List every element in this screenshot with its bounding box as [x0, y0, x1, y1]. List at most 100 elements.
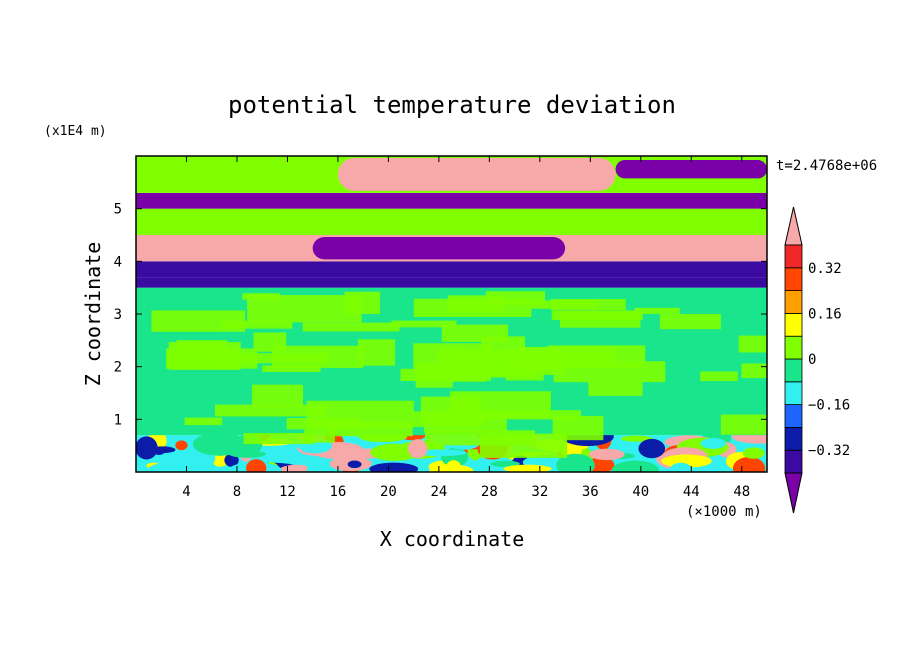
colorbar-segment: [784, 290, 803, 314]
band-0-eddy: [369, 462, 419, 472]
band-1-patch: [450, 391, 551, 418]
band-1-patch: [243, 433, 314, 445]
band-0-eddy: [229, 450, 266, 458]
colorbar-tick-label: 0.32: [808, 261, 842, 277]
band-1-patch: [242, 293, 280, 300]
band-0-eddy: [136, 436, 158, 460]
band-1-patch: [252, 384, 303, 407]
band-1-patch: [423, 369, 535, 378]
band-0-eddy: [370, 443, 420, 461]
band-1-patch: [302, 322, 400, 332]
band-1-patch: [551, 310, 643, 321]
band-0-eddy: [246, 459, 267, 472]
band-0-eddy: [347, 460, 362, 469]
x-tick-label: 40: [632, 484, 649, 500]
band-0-eddy: [556, 453, 595, 472]
band-1-patch: [253, 332, 287, 352]
x-tick-label: 24: [430, 484, 447, 500]
heatmap-plot: [136, 156, 767, 472]
band-1-patch: [529, 300, 597, 309]
x-tick-label: 12: [279, 484, 296, 500]
colorbar-segment: [784, 449, 803, 474]
band-1-patch: [738, 335, 767, 353]
y-axis-title: Z coordinate: [81, 242, 105, 387]
x-tick-label: 48: [733, 484, 750, 500]
band-0-eddy: [588, 448, 625, 461]
x-unit-label: (×1000 m): [686, 504, 762, 520]
band-1-patch: [212, 353, 329, 364]
band-1-patch: [634, 307, 680, 314]
band-0-eddy: [175, 440, 188, 451]
band-0-eddy: [669, 462, 693, 472]
band-0-eddy: [192, 432, 247, 456]
band-2: [136, 277, 767, 288]
colorbar-tick-label: −0.16: [808, 398, 850, 414]
y-tick-label: 2: [114, 360, 122, 376]
colorbar-tick-label: 0: [808, 352, 816, 368]
y-tick-label: 5: [114, 202, 122, 218]
x-tick-label: 8: [233, 484, 241, 500]
y-tick-label: 3: [114, 307, 122, 323]
band-1-patch: [720, 414, 767, 435]
band-0-eddy: [620, 435, 653, 442]
colorbar-segment: [784, 244, 803, 269]
band-1-patch: [391, 320, 457, 328]
band-0-eddy: [638, 438, 666, 459]
band-7-right: [615, 160, 767, 179]
colorbar-segment: [784, 312, 803, 337]
band-7-core: [337, 158, 616, 191]
chart-title: potential temperature deviation: [228, 91, 676, 119]
band-0-eddy: [732, 456, 766, 472]
band-0-eddy: [700, 438, 726, 449]
x-tick-label: 28: [481, 484, 498, 500]
y-unit-label: (x1E4 m): [44, 124, 107, 139]
band-0-eddy: [611, 460, 660, 472]
band-1-patch: [262, 365, 321, 372]
band-0-eddy: [306, 461, 320, 472]
band-1-patch: [221, 320, 293, 329]
x-axis-title: X coordinate: [380, 527, 525, 551]
x-tick-label: 36: [582, 484, 599, 500]
band-1-patch: [741, 363, 767, 379]
colorbar-segment: [784, 381, 803, 405]
band-0-eddy: [490, 460, 520, 468]
band-1-patch: [344, 291, 381, 315]
colorbar-segment: [784, 358, 803, 383]
x-tick-label: 32: [531, 484, 548, 500]
band-0-eddy: [428, 464, 474, 472]
x-axis: 4 8 12 16 20 24 28 32 36 40 44 48: [182, 156, 750, 500]
band-0-eddy: [147, 463, 179, 472]
band-0-eddy: [661, 454, 712, 468]
colorbar-segment: [784, 404, 803, 428]
colorbar-tick-label: −0.32: [808, 443, 850, 459]
band-1-patch: [271, 345, 364, 368]
band-0-eddy: [742, 447, 765, 459]
y-axis: 1 2 3 4 5: [114, 202, 767, 428]
band-1-patch: [214, 404, 326, 417]
colorbar-segment: [784, 426, 803, 451]
band-5: [136, 208, 767, 235]
band-1-patch: [479, 433, 568, 458]
band-0-eddy: [407, 439, 428, 459]
band-1-patch: [547, 345, 646, 369]
colorbar-segment: [784, 335, 803, 360]
x-tick-label: 20: [380, 484, 397, 500]
y-tick-label: 1: [114, 412, 122, 428]
band-1-patch: [184, 417, 223, 426]
band-1-patch: [357, 339, 396, 366]
x-tick-label: 16: [329, 484, 346, 500]
band-1-patch: [168, 342, 241, 370]
colorbar-tick-label: 0.16: [808, 306, 842, 322]
time-label: t=2.4768e+06: [776, 158, 877, 174]
band-1-patch: [413, 298, 532, 318]
band-4-core: [312, 237, 566, 260]
x-tick-label: 4: [182, 484, 190, 500]
band-1-patch: [441, 324, 509, 342]
band-1-patch: [328, 421, 413, 437]
band-0-eddy: [414, 449, 467, 457]
band-1-patch: [304, 428, 335, 443]
colorbar-segment: [784, 267, 803, 291]
band-1-patch: [659, 313, 721, 330]
band-6: [136, 192, 767, 209]
